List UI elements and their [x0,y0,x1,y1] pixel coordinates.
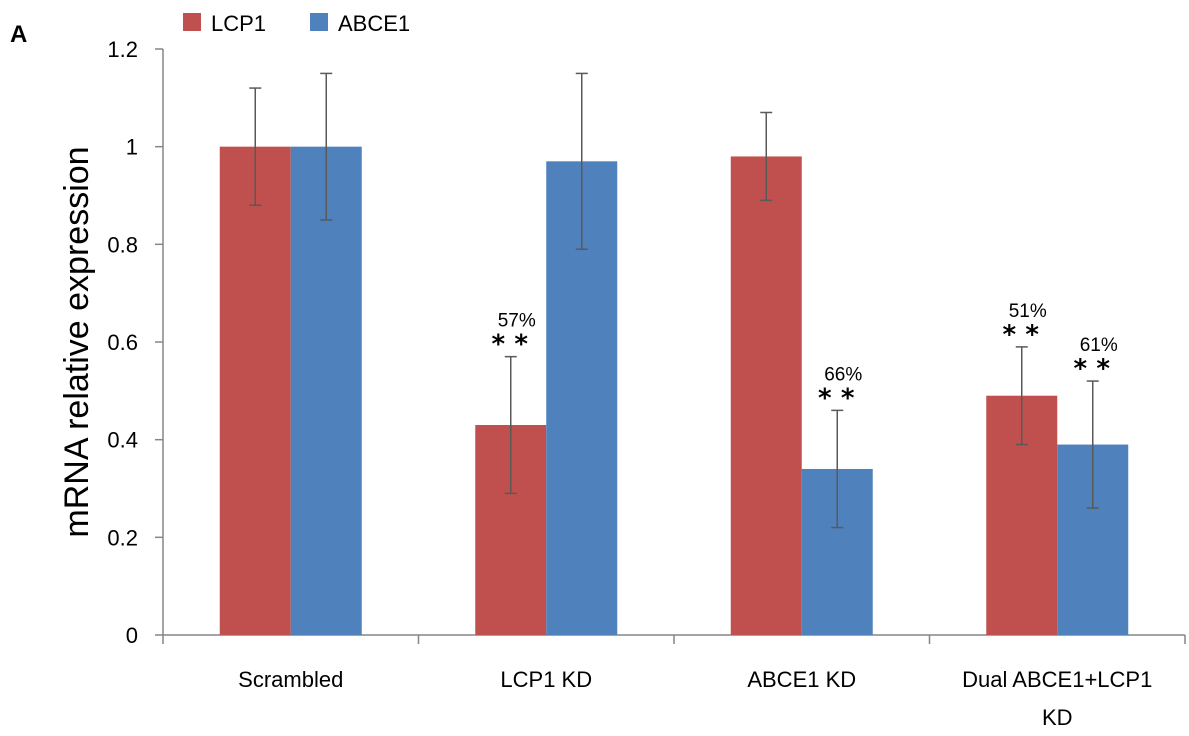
legend-swatch-abce1 [310,13,328,31]
bar-abce1-0 [290,146,362,635]
bar-lcp1-0 [219,146,291,635]
y-tick-label: 0.8 [107,232,138,257]
percent-label: 51% [1009,301,1047,322]
y-tick-label: 1.2 [107,37,138,62]
significance-mark: * * [818,383,856,413]
category-labels: Scrambled LCP1 KD ABCE1 KD Dual ABCE1+LCP1 K… [238,667,1152,730]
error-bars [249,72,1099,529]
bars [219,146,1129,636]
bar-lcp1-2 [730,156,802,635]
percent-label: 57% [498,311,536,332]
significance-mark: * * [1074,354,1112,384]
y-tick-label: 0 [126,623,138,648]
category-label: Scrambled [238,667,343,692]
category-label: Dual ABCE1+LCP1 [962,667,1152,692]
y-tick-label: 0.2 [107,525,138,550]
legend-label-abce1: ABCE1 [338,11,410,36]
y-tick-label: 1 [126,135,138,160]
category-label: LCP1 KD [500,667,592,692]
category-label: ABCE1 KD [747,667,856,692]
y-tick-label: 0.4 [107,428,138,453]
y-tick-label: 0.6 [107,330,138,355]
category-label: KD [1042,705,1073,730]
legend: LCP1 ABCE1 [183,11,410,36]
legend-label-lcp1: LCP1 [211,11,266,36]
percent-label: 61% [1080,335,1118,356]
panel-label: A [10,21,27,48]
percent-label: 66% [824,364,862,385]
significance-mark: * * [492,330,530,360]
y-axis-label: mRNA relative expression [58,146,96,537]
significance-mark: * * [1003,320,1041,350]
annotations: * *57%* *66%* *51%* *61% [492,301,1118,413]
legend-swatch-lcp1 [183,13,201,31]
